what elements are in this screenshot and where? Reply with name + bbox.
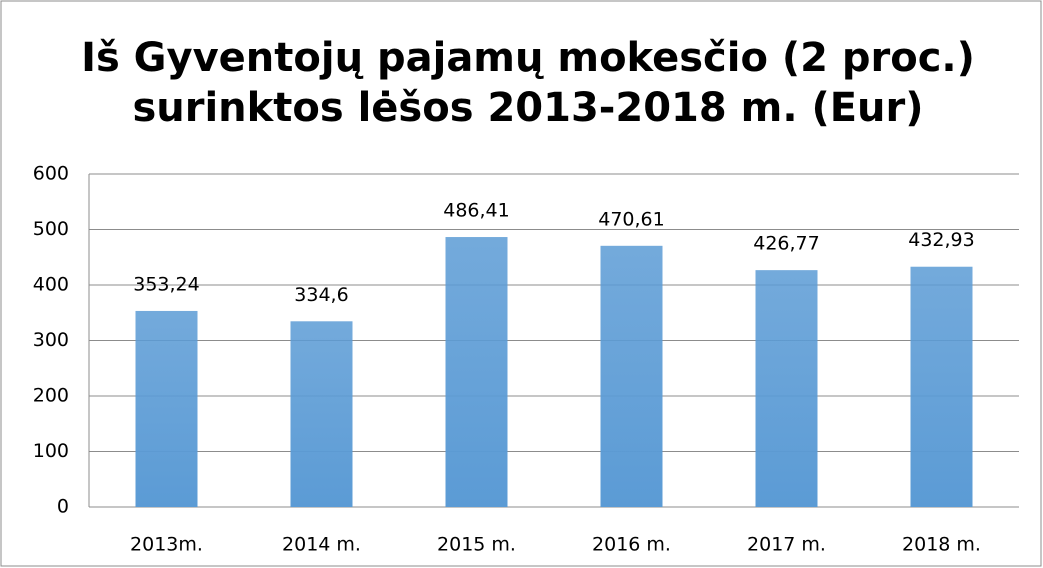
data-label: 353,24 xyxy=(133,273,199,295)
data-label: 334,6 xyxy=(294,284,348,306)
chart-title: surinktos lėšos 2013-2018 m. (Eur) xyxy=(132,85,923,131)
data-label: 486,41 xyxy=(443,200,509,222)
x-tick-label: 2016 m. xyxy=(592,534,671,556)
bar xyxy=(910,266,973,507)
data-label: 426,77 xyxy=(753,233,819,255)
bar xyxy=(445,237,508,507)
x-tick-label: 2015 m. xyxy=(437,534,516,556)
y-tick-label: 300 xyxy=(33,329,69,351)
y-tick-label: 600 xyxy=(33,163,69,185)
y-tick-label: 100 xyxy=(33,440,69,462)
bar xyxy=(755,270,818,507)
y-tick-label: 400 xyxy=(33,274,69,296)
bar xyxy=(135,310,198,507)
x-tick-label: 2013m. xyxy=(130,534,203,556)
x-tick-label: 2017 m. xyxy=(747,534,826,556)
data-label: 470,61 xyxy=(598,208,664,230)
x-tick-label: 2018 m. xyxy=(902,534,981,556)
y-tick-label: 200 xyxy=(33,385,69,407)
chart-title: Iš Gyventojų pajamų mokesčio (2 proc.) xyxy=(81,35,975,81)
y-tick-label: 500 xyxy=(33,218,69,240)
y-tick-label: 0 xyxy=(57,496,69,518)
x-tick-label: 2014 m. xyxy=(282,534,361,556)
data-label: 432,93 xyxy=(908,229,974,251)
bar xyxy=(290,321,353,507)
bar xyxy=(600,245,663,507)
